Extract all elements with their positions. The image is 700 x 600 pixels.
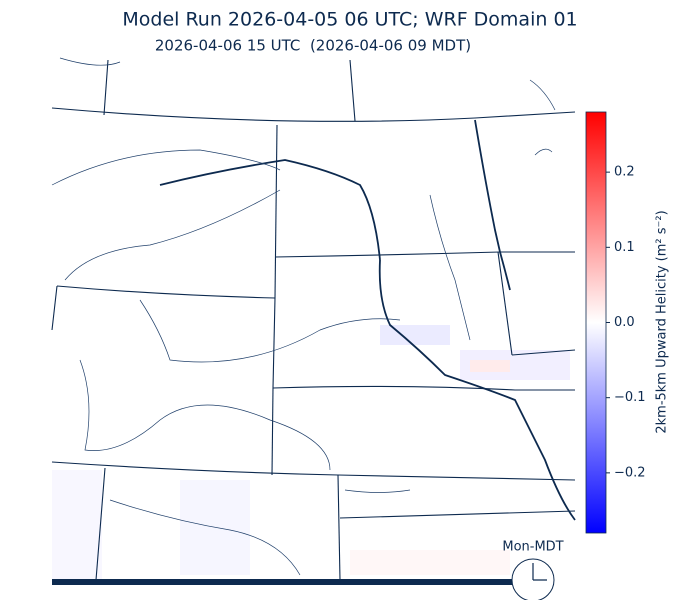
time-bar: [52, 579, 515, 585]
colorbar-gradient: [585, 111, 607, 534]
colorbar-tick-label: 0.2: [614, 165, 635, 180]
map: [51, 57, 576, 585]
field-patches: [52, 325, 570, 580]
colorbar: 2km-5km Upward Helicity (m² s⁻²) 0.2 0.1 0…: [585, 111, 670, 534]
clock-label: Mon-MDT: [502, 540, 563, 555]
colorbar-tick-label: 0.0: [614, 315, 635, 330]
colorbar-tick-label: −0.1: [614, 390, 646, 405]
title: Model Run 2026-04-05 06 UTC; WRF Domain …: [122, 9, 577, 31]
clock: Mon-MDT: [502, 540, 564, 600]
clock-hands: [532, 563, 547, 581]
subtitle: 2026-04-06 15 UTC (2026-04-06 09 MDT): [155, 37, 471, 55]
map-background: [52, 58, 576, 580]
colorbar-label: 2km-5km Upward Helicity (m² s⁻²): [655, 210, 670, 433]
colorbar-tick-label: 0.1: [614, 240, 635, 255]
colorbar-tick-label: −0.2: [614, 465, 646, 480]
